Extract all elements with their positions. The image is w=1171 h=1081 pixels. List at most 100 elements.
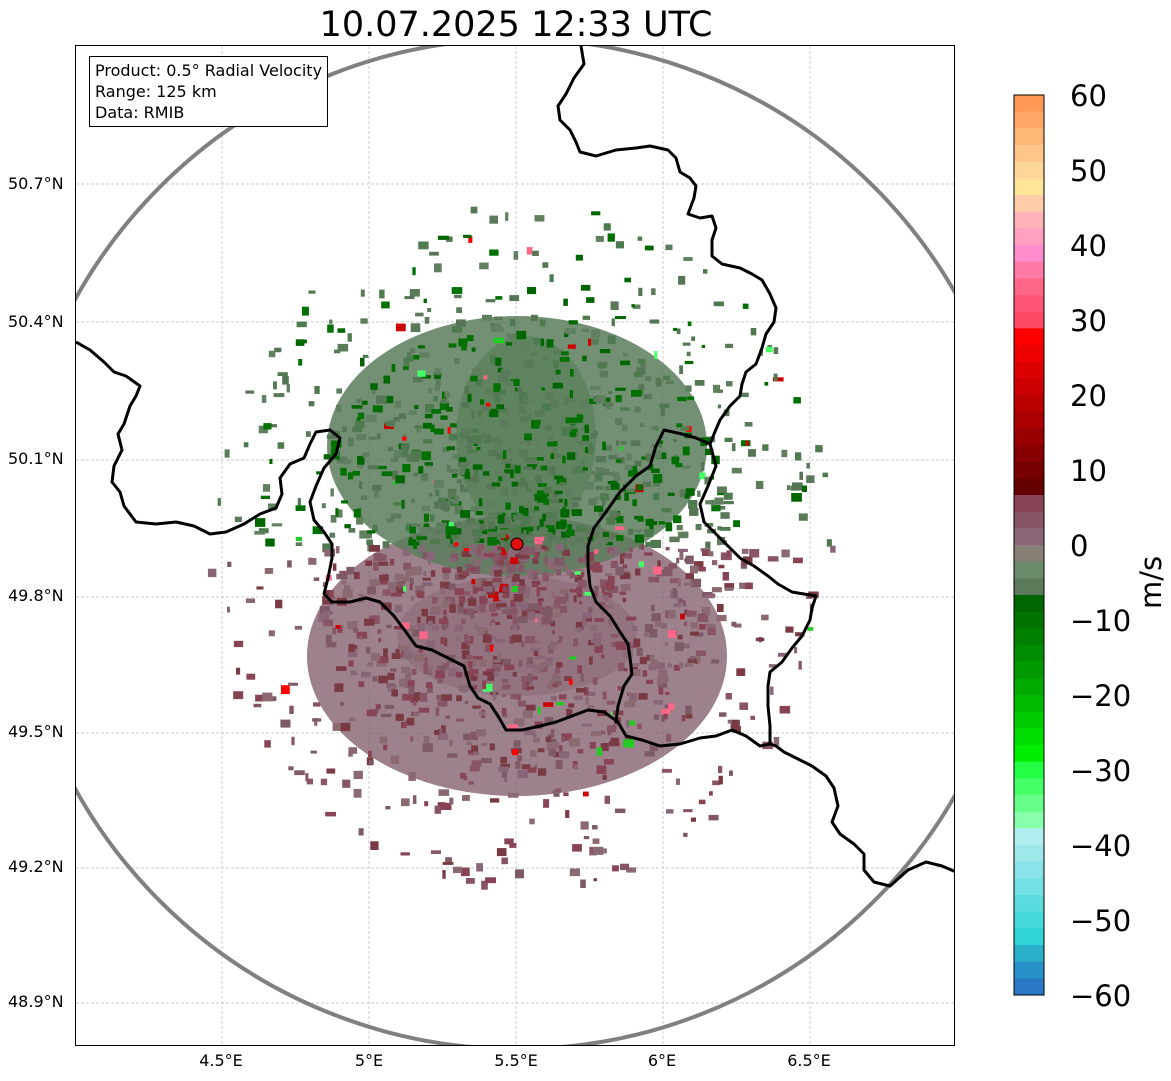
echo-cell <box>483 581 493 587</box>
echo-cell <box>444 391 451 398</box>
echo-cell <box>528 547 535 556</box>
echo-cell <box>512 672 517 677</box>
echo-cell <box>553 751 561 758</box>
echo-cell <box>510 379 520 386</box>
echo-cell <box>375 395 387 404</box>
echo-cell <box>466 661 473 669</box>
echo-cell <box>548 499 560 504</box>
colorbar-swatch <box>1014 895 1044 913</box>
echo-cell <box>386 683 396 688</box>
echo-cell <box>689 565 698 574</box>
echo-cell <box>584 424 589 433</box>
echo-cell <box>596 765 607 774</box>
echo-cell <box>243 442 249 448</box>
echo-cell <box>605 581 615 591</box>
echo-cell <box>550 399 559 409</box>
echo-cell <box>423 571 427 577</box>
echo-cell <box>559 482 566 486</box>
echo-cell <box>517 770 528 779</box>
echo-cell <box>619 591 626 595</box>
echo-cell <box>580 879 586 888</box>
echo-cell <box>461 599 473 603</box>
echo-cell <box>484 645 490 653</box>
echo-cell <box>677 548 688 552</box>
echo-cell <box>451 495 459 505</box>
echo-cell <box>258 528 269 534</box>
echo-cell <box>518 564 524 572</box>
echo-cell <box>512 612 516 620</box>
echo-cell <box>489 743 495 751</box>
echo-cell <box>551 674 561 682</box>
echo-cell <box>474 624 479 630</box>
echo-cell <box>530 509 540 513</box>
echo-cell <box>440 501 449 510</box>
echo-cell <box>490 659 501 663</box>
echo-cell <box>718 564 725 569</box>
echo-cell <box>569 656 577 660</box>
echo-cell <box>577 440 588 445</box>
echo-cell <box>403 680 415 688</box>
colorbar-swatch <box>1014 311 1044 329</box>
echo-cell <box>413 472 418 477</box>
echo-cell <box>472 705 481 709</box>
echo-cell <box>255 694 263 702</box>
echo-cell <box>448 343 457 348</box>
echo-cell <box>553 793 560 797</box>
echo-cell <box>611 318 615 327</box>
echo-cell <box>325 634 332 644</box>
echo-cell <box>527 414 532 420</box>
echo-cell <box>653 481 661 487</box>
echo-cell <box>275 599 283 609</box>
echo-cell <box>493 337 504 344</box>
echo-cell <box>429 251 439 256</box>
echo-cell <box>414 654 425 662</box>
echo-cell <box>467 437 475 444</box>
echo-cell <box>295 536 302 542</box>
echo-cell <box>741 392 749 398</box>
echo-cell <box>368 750 372 758</box>
echo-cell <box>553 612 562 618</box>
echo-cell <box>453 866 463 874</box>
echo-cell <box>475 538 485 543</box>
echo-cell <box>256 586 264 590</box>
echo-cell <box>596 747 602 756</box>
echo-cell <box>487 537 497 546</box>
echo-cell <box>700 548 711 552</box>
echo-cell <box>555 596 566 604</box>
echo-cell <box>409 537 413 542</box>
echo-cell <box>705 594 715 599</box>
echo-cell <box>496 541 501 545</box>
radar-map[interactable] <box>76 46 955 1046</box>
echo-cell <box>375 704 381 710</box>
echo-cell <box>456 566 463 573</box>
echo-cell <box>534 475 542 484</box>
echo-cell <box>682 446 690 456</box>
echo-cell <box>523 709 533 718</box>
map-panel[interactable] <box>75 45 955 1046</box>
echo-cell <box>551 591 556 598</box>
echo-cell <box>366 414 377 422</box>
echo-cell <box>615 241 624 249</box>
colorbar-swatch <box>1014 545 1044 563</box>
echo-cell <box>472 685 478 690</box>
echo-cell <box>454 624 463 632</box>
echo-cell <box>416 536 427 540</box>
echo-cell <box>262 484 270 492</box>
echo-cell <box>344 585 351 593</box>
echo-cell <box>653 425 659 431</box>
echo-cell <box>332 722 341 731</box>
echo-cell <box>440 399 445 404</box>
echo-cell <box>476 547 481 556</box>
echo-cell <box>591 471 595 475</box>
echo-cell <box>340 701 344 706</box>
echo-cell <box>602 441 606 451</box>
echo-cell <box>516 330 527 340</box>
echo-cell <box>467 443 473 450</box>
echo-cell <box>389 558 395 566</box>
echo-cell <box>416 623 423 627</box>
echo-cell <box>353 627 359 633</box>
echo-cell <box>631 389 642 397</box>
echo-cell <box>457 469 466 476</box>
echo-cell <box>327 590 334 598</box>
echo-cell <box>592 825 598 830</box>
